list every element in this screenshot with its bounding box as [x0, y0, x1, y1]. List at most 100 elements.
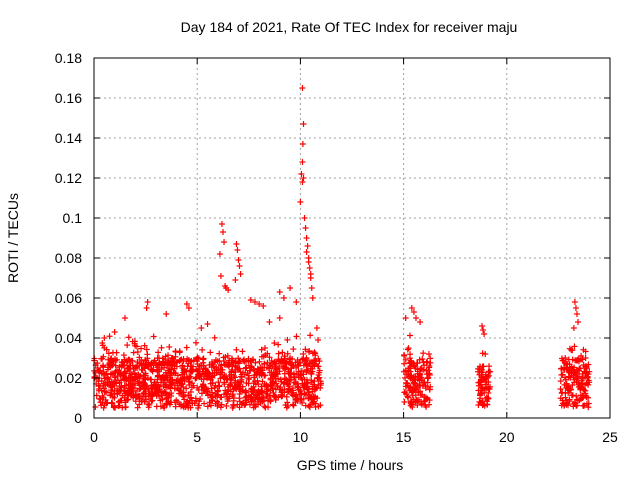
data-point	[142, 387, 149, 394]
data-point	[221, 381, 228, 388]
data-point	[275, 341, 282, 348]
data-point	[119, 404, 126, 411]
data-point	[220, 229, 226, 235]
data-point	[419, 391, 426, 398]
data-point	[221, 239, 228, 245]
data-point	[220, 358, 227, 365]
data-point	[217, 404, 224, 411]
data-point	[571, 299, 578, 305]
data-point	[561, 364, 568, 371]
data-point	[133, 394, 140, 401]
data-point	[297, 388, 304, 395]
y-tick-label: 0.14	[55, 130, 82, 146]
data-point	[116, 364, 123, 371]
data-point	[120, 352, 127, 359]
data-point	[401, 360, 408, 367]
data-point	[278, 389, 285, 396]
data-point	[290, 346, 297, 353]
data-point	[234, 247, 241, 253]
data-point	[288, 365, 295, 372]
y-tick-label: 0	[74, 410, 82, 426]
data-point	[572, 400, 579, 407]
data-point	[227, 382, 234, 389]
data-point	[93, 392, 100, 399]
data-point	[574, 375, 581, 382]
data-point	[273, 365, 280, 372]
data-point	[166, 391, 173, 398]
data-point	[263, 393, 270, 400]
data-point	[232, 369, 239, 376]
data-point	[136, 380, 143, 387]
data-point	[272, 375, 279, 382]
data-point	[417, 382, 424, 389]
data-point	[92, 403, 99, 410]
data-point	[259, 364, 266, 371]
data-point	[415, 389, 422, 396]
data-point	[566, 367, 573, 374]
data-point	[144, 401, 151, 408]
data-point	[569, 382, 576, 389]
data-point	[124, 342, 131, 349]
data-point	[302, 346, 309, 353]
data-point	[150, 333, 157, 340]
data-point	[566, 396, 573, 403]
data-point	[577, 385, 584, 392]
data-point	[281, 375, 288, 382]
data-point	[246, 376, 253, 383]
data-point	[213, 364, 220, 371]
data-point	[136, 401, 143, 408]
data-point	[404, 346, 411, 353]
data-point	[315, 381, 322, 388]
data-point	[307, 332, 314, 339]
data-point	[175, 385, 182, 392]
data-point	[238, 401, 245, 408]
data-point	[573, 376, 580, 383]
data-point	[128, 375, 135, 382]
data-point	[248, 398, 255, 405]
data-point	[224, 387, 231, 394]
data-point	[417, 400, 424, 407]
data-point	[211, 372, 218, 379]
data-point	[143, 396, 150, 403]
data-point	[402, 315, 409, 321]
data-point	[176, 387, 183, 394]
data-point	[260, 303, 267, 309]
data-point	[486, 363, 493, 370]
data-point	[286, 356, 293, 363]
data-point	[218, 361, 225, 368]
data-point	[155, 349, 162, 356]
y-tick-label: 0.04	[55, 330, 82, 346]
data-point	[208, 385, 215, 392]
data-point	[257, 399, 264, 406]
data-point	[159, 403, 166, 410]
data-point	[185, 378, 192, 385]
data-point	[420, 359, 427, 366]
data-point	[283, 404, 290, 411]
data-point	[423, 367, 430, 374]
data-point	[137, 385, 144, 392]
data-point	[271, 393, 278, 400]
data-point	[300, 121, 307, 127]
data-point	[103, 370, 110, 377]
data-point	[245, 396, 252, 403]
data-point	[302, 357, 309, 364]
data-point	[405, 394, 412, 401]
data-point	[131, 376, 138, 383]
data-point	[250, 404, 257, 411]
data-point	[316, 358, 323, 365]
data-point	[112, 377, 119, 384]
data-point	[298, 396, 305, 403]
data-point	[121, 358, 128, 365]
data-point	[582, 354, 589, 361]
data-point	[287, 370, 294, 377]
data-point	[138, 366, 145, 373]
data-point	[571, 343, 578, 350]
data-point	[232, 379, 239, 386]
data-point	[265, 397, 272, 404]
data-point	[185, 305, 192, 311]
data-point	[199, 346, 206, 353]
data-point	[101, 335, 108, 341]
data-point	[212, 382, 219, 389]
data-point	[104, 399, 111, 406]
data-point	[217, 273, 224, 279]
